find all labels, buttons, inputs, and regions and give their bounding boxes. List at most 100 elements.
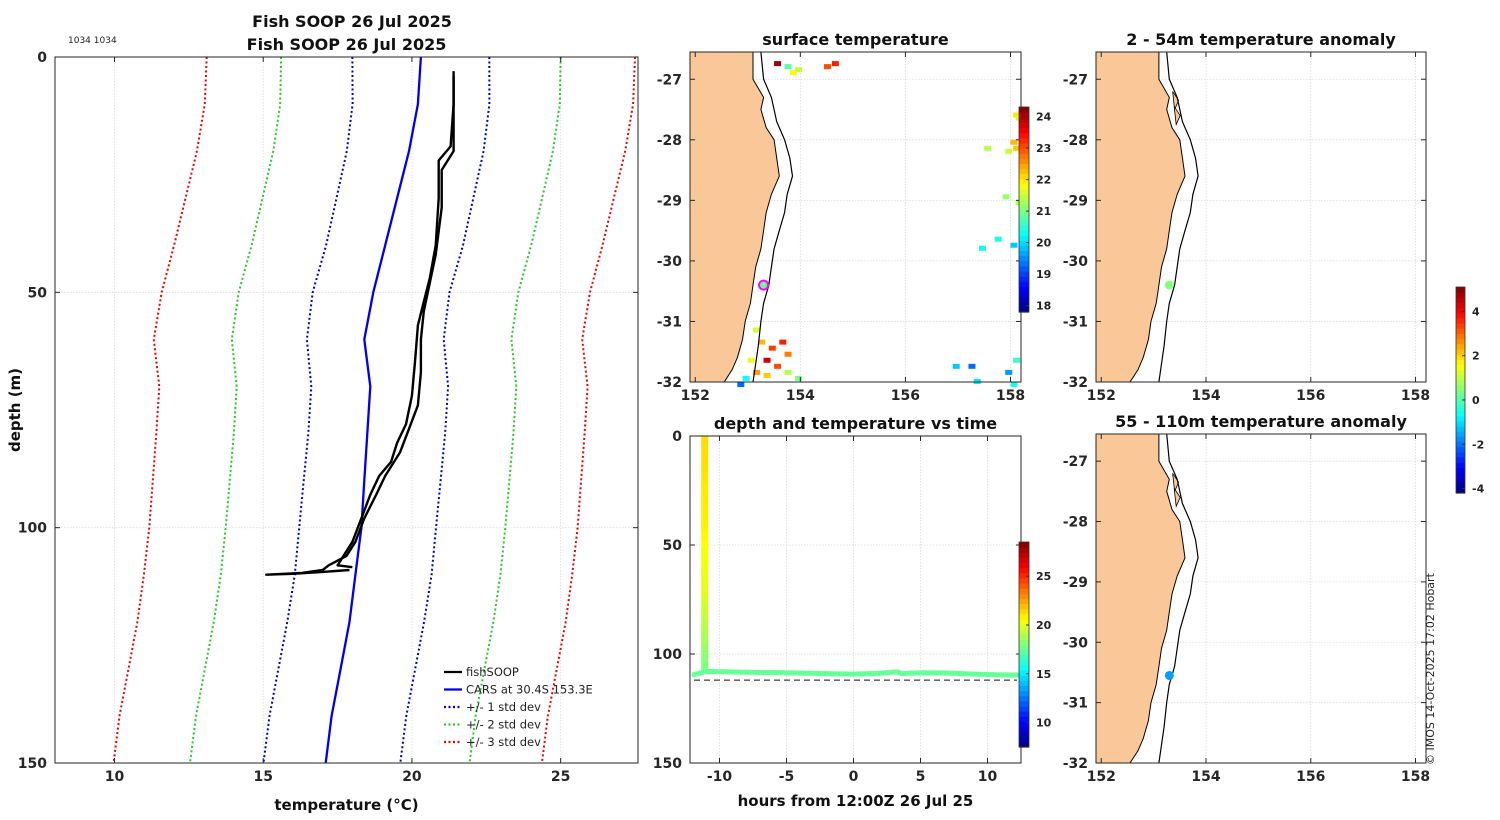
- colorbar-segment: [1019, 148, 1029, 154]
- colorbar-segment: [1019, 178, 1029, 185]
- colorbar-segment: [1019, 618, 1029, 625]
- colorbar-segment: [1019, 296, 1029, 303]
- colorbar-segment: [1456, 307, 1465, 314]
- colorbar-tick-label: 25: [1036, 570, 1051, 583]
- sst-cell: [742, 375, 750, 381]
- y-tick-label: -28: [1063, 133, 1088, 149]
- colorbar-segment: [1456, 390, 1465, 396]
- y-tick-label: -31: [657, 314, 682, 330]
- descent-sample: [701, 497, 709, 503]
- legend-entry: +/- 1 std dev: [466, 700, 541, 714]
- colorbar-segment: [1456, 446, 1465, 453]
- descent-sample: [701, 656, 709, 661]
- colorbar-segment: [1019, 695, 1029, 702]
- colorbar-segment: [1019, 194, 1029, 200]
- colorbar-segment: [1019, 726, 1029, 733]
- bottom-track: [691, 668, 1020, 678]
- y-tick-label: -29: [1063, 575, 1088, 591]
- anom_lower-frame: [1095, 433, 1427, 764]
- std-dev-line: [112, 56, 208, 764]
- colorbar-segment: [1019, 306, 1029, 313]
- x-tick-label: 156: [891, 388, 920, 404]
- descent-sample: [701, 483, 709, 488]
- colorbar-segment: [1019, 117, 1029, 123]
- sst-cell: [978, 245, 986, 251]
- colorbar-segment: [1019, 209, 1029, 216]
- time-colorbar: 10 15 20 25: [1018, 541, 1052, 748]
- colorbar-segment: [1456, 462, 1465, 468]
- descent-sample: [701, 662, 709, 667]
- colorbar-segment: [1019, 649, 1029, 656]
- sst-cell: [774, 363, 782, 369]
- std-dev-line: [399, 56, 491, 764]
- sst-cell: [1013, 357, 1021, 363]
- y-tick-label: 150: [18, 756, 47, 772]
- surface-title: surface temperature: [762, 30, 949, 49]
- colorbar-segment: [1456, 297, 1465, 304]
- colorbar-segment: [1019, 639, 1029, 646]
- colorbar-segment: [1456, 292, 1465, 298]
- descent-sample: [701, 588, 709, 594]
- descent-sample: [701, 632, 709, 637]
- colorbar-segment: [1456, 487, 1465, 494]
- sst-cell: [994, 236, 1002, 242]
- colorbar-tick-label: 20: [1036, 237, 1052, 250]
- x-tick-label: 25: [551, 769, 570, 785]
- descent-sample: [701, 446, 709, 452]
- profile-id: 1034 1034: [68, 36, 117, 46]
- colorbar-segment: [1019, 593, 1029, 599]
- land: [1095, 433, 1186, 764]
- y-tick-label: -32: [1063, 375, 1088, 391]
- descent-sample: [701, 606, 709, 612]
- colorbar-segment: [1019, 690, 1029, 697]
- descent-sample: [701, 610, 709, 615]
- colorbar-segment: [1456, 338, 1465, 345]
- colorbar-segment: [1019, 153, 1029, 159]
- shelf-contour: [1158, 51, 1199, 383]
- colorbar-tick-label: 18: [1036, 300, 1051, 313]
- descent-sample: [701, 534, 709, 539]
- colorbar-segment: [1456, 410, 1465, 417]
- shelf-contour: [752, 51, 794, 383]
- y-tick-label: -29: [657, 193, 682, 209]
- island: [1173, 488, 1181, 508]
- y-tick-label: 100: [653, 647, 682, 663]
- descent-sample: [701, 465, 709, 470]
- anom_lower-axes: 152 154 156 158 -27 -28 -29 -30 -31 -32 55 - 110m …: [1063, 412, 1430, 785]
- descent-sample: [701, 617, 709, 623]
- x-tick-label: 158: [1401, 769, 1430, 785]
- descent-sample: [701, 479, 709, 485]
- island: [1172, 473, 1180, 493]
- island: [1173, 106, 1181, 127]
- descent-sample: [701, 563, 709, 568]
- sst-cell: [753, 327, 761, 333]
- x-tick-label: 152: [1087, 388, 1116, 404]
- colorbar-segment: [1456, 451, 1465, 458]
- profile-plot-area: [55, 57, 638, 763]
- colorbar-segment: [1456, 312, 1465, 319]
- descent-sample: [701, 555, 709, 561]
- colorbar-segment: [1019, 189, 1029, 195]
- colorbar-segment: [1019, 721, 1029, 728]
- descent-sample: [701, 659, 709, 664]
- descent-sample: [701, 566, 709, 572]
- sst-cell: [763, 357, 771, 363]
- colorbar-segment: [1019, 706, 1029, 712]
- y-tick-label: -28: [657, 133, 682, 149]
- colorbar-segment: [1019, 183, 1029, 190]
- descent-sample: [701, 548, 709, 554]
- y-tick-label: 150: [653, 756, 682, 772]
- colorbar-segment: [1019, 281, 1029, 287]
- colorbar-tick-label: 0: [1472, 394, 1480, 407]
- y-tick-label: 50: [663, 538, 683, 554]
- land: [1095, 51, 1186, 383]
- y-tick-label: -29: [1063, 193, 1088, 209]
- colorbar-segment: [1019, 659, 1029, 666]
- sst-cell: [763, 372, 771, 378]
- colorbar-segment: [1019, 214, 1029, 221]
- sst-cell: [789, 70, 797, 76]
- legend-entry: +/- 3 std dev: [466, 735, 541, 749]
- y-tick-label: -30: [1063, 635, 1089, 651]
- colorbar-segment: [1456, 441, 1465, 448]
- y-axis-label: depth (m): [6, 368, 24, 452]
